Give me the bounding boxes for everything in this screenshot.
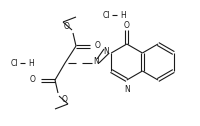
Text: N: N [103,48,109,56]
Text: Cl: Cl [10,58,18,68]
Text: O: O [30,75,36,85]
Text: N: N [124,85,130,94]
Text: N: N [93,57,99,67]
Text: H: H [28,58,34,68]
Text: O: O [62,95,68,104]
Text: Cl: Cl [102,10,110,20]
Text: H: H [120,10,126,20]
Text: O: O [63,22,69,31]
Text: O: O [124,22,130,30]
Text: O: O [95,41,101,51]
